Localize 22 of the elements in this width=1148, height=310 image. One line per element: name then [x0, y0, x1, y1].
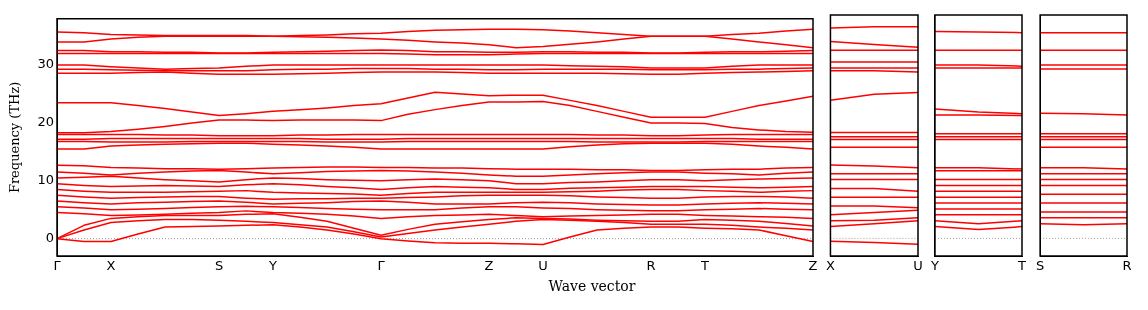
y-axis-title: Frequency (THz) — [7, 81, 23, 194]
x-tick-label: R — [1122, 258, 1132, 274]
x-tick-label: T — [1017, 258, 1027, 274]
y-tick-label: 20 — [37, 114, 54, 130]
x-tick-label: U — [538, 258, 548, 274]
x-tick-label: T — [700, 258, 710, 274]
x-axis-title: Wave vector — [547, 278, 637, 294]
x-tick-label: Z — [808, 258, 818, 274]
y-tick-label: 10 — [37, 172, 54, 188]
x-tick-label: R — [646, 258, 656, 274]
x-tick-label: X — [826, 258, 835, 274]
x-tick-label: Z — [484, 258, 494, 274]
x-tick-label: Y — [268, 258, 278, 274]
x-tick-label: Γ — [377, 258, 386, 274]
x-tick-label: S — [1035, 258, 1045, 274]
x-tick-label: Y — [929, 258, 939, 274]
x-tick-label: U — [913, 258, 923, 274]
y-tick-label: 30 — [37, 56, 54, 72]
x-tick-label: S — [214, 258, 224, 274]
y-tick-label: 0 — [45, 230, 54, 246]
x-tick-label: X — [106, 258, 116, 274]
x-tick-label: Γ — [53, 258, 62, 274]
